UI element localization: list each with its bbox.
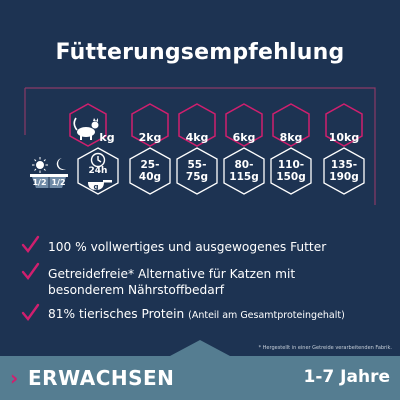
hex-weight-1 — [131, 103, 169, 147]
bowl-icon — [30, 174, 68, 188]
bullet-2-line-2: besonderem Nährstoffbedarf — [48, 283, 225, 297]
age-banner — [0, 356, 400, 400]
bullet-2-line-1: Getreidefreie* Alternative für Katzen mi… — [48, 267, 296, 281]
hex-gram-5 — [323, 147, 365, 195]
sun-icon — [32, 157, 48, 173]
page-title: Fütterungsempfehlung — [55, 40, 345, 65]
banner-peak — [170, 340, 230, 356]
scoop-label: g — [93, 183, 99, 191]
hex-clock — [77, 147, 119, 195]
hex-weight-3 — [225, 103, 263, 147]
day-split-left: 1/2 — [32, 178, 47, 187]
age-range-label: 1-7 Jahre — [303, 367, 390, 387]
weight-label-5: 10kg — [328, 131, 360, 144]
table-frame — [24, 87, 376, 205]
gram-label-5: 135- 190g — [329, 159, 359, 183]
clock-icon — [90, 152, 106, 168]
time-label: 24h — [88, 166, 108, 176]
footnote: * Hergestellt in einer Getreide verarbei… — [258, 345, 392, 351]
bullet-1: 100 % vollwertiges und ausgewogenes Futt… — [48, 240, 327, 254]
hex-weight-4 — [272, 103, 310, 147]
weight-label-2: 4kg — [185, 131, 209, 144]
chevron-right-icon: › — [10, 366, 19, 390]
bullet-2: Getreidefreie* Alternative für Katzen mi… — [48, 266, 295, 298]
cat-icon — [73, 117, 99, 140]
gram-label-4: 110- 150g — [276, 159, 306, 183]
gram-label-2: 55- 75g — [185, 159, 209, 183]
gram-label-1: 25- 40g — [138, 159, 162, 183]
weight-label-1: 2kg — [138, 131, 162, 144]
scoop-icon — [88, 180, 112, 190]
hex-cat — [69, 103, 107, 147]
hex-gram-2 — [176, 147, 218, 195]
day-split-right: 1/2 — [51, 178, 66, 187]
hex-gram-4 — [270, 147, 312, 195]
life-stage-label: ERWACHSEN — [28, 366, 175, 390]
hex-weight-2 — [178, 103, 216, 147]
bullet-3-note: (Anteil am Gesamtproteingehalt) — [188, 310, 345, 321]
bullet-3: 81% tierisches Protein (Anteil am Gesamt… — [48, 306, 345, 324]
weight-label-3: 6kg — [232, 131, 256, 144]
hex-weight-5 — [325, 103, 363, 147]
moon-icon — [56, 158, 66, 170]
check-icon — [21, 235, 40, 321]
gram-label-3: 80- 115g — [229, 159, 259, 183]
weight-label-4: 8kg — [279, 131, 303, 144]
hex-gram-1 — [129, 147, 171, 195]
bullet-3-main: 81% tierisches Protein — [48, 307, 185, 321]
cat-unit-label: kg — [99, 131, 115, 144]
hex-gram-3 — [223, 147, 265, 195]
